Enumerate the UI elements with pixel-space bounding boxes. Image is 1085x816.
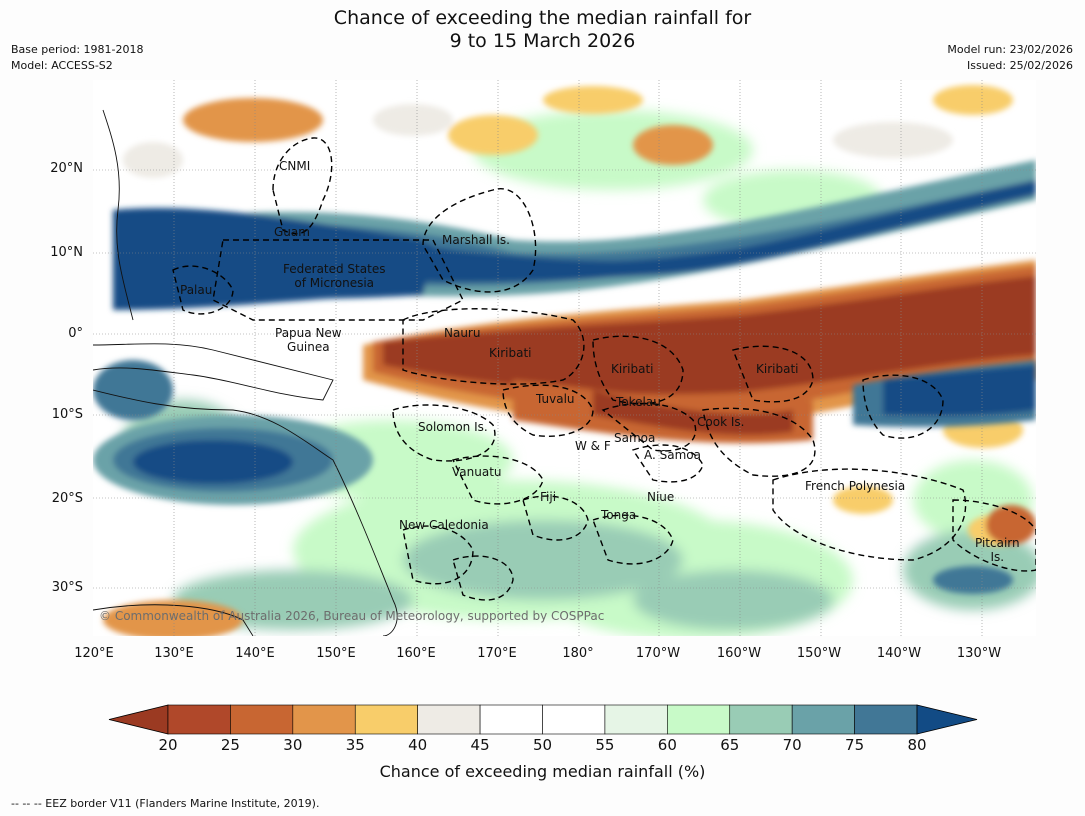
place-label: Papua New Guinea: [275, 326, 342, 354]
lon-label: 170°E: [477, 646, 517, 661]
colorbar-tick-label: 50: [532, 736, 553, 754]
colorbar-swatch: [167, 704, 231, 735]
place-label: Vanuatu: [452, 465, 502, 479]
model-run: Model run: 23/02/2026: [947, 43, 1073, 56]
title-line-2: 9 to 15 March 2026: [449, 30, 636, 52]
colorbar-swatch: [604, 704, 668, 735]
colorbar-tick-label: 25: [220, 736, 240, 754]
place-label: CNMI: [279, 159, 311, 173]
lon-label: 160°W: [716, 646, 762, 661]
lat-label: 20°N: [50, 161, 83, 176]
lon-label: 140°E: [235, 646, 275, 661]
colorbar-tick-label: 70: [782, 736, 802, 754]
eez-borders: [172, 137, 1036, 601]
base-period: Base period: 1981-2018: [11, 43, 144, 56]
place-label: Marshall Is.: [442, 233, 510, 247]
colorbar-swatch: [542, 704, 606, 735]
meta-right: Model run: 23/02/2026 Issued: 25/02/2026: [947, 42, 1073, 74]
place-label: Solomon Is.: [418, 420, 488, 434]
map-panel: CNMI Guam Marshall Is. Federated States …: [93, 80, 1036, 636]
place-label: Tuvalu: [536, 392, 575, 406]
lon-label: 130°W: [956, 646, 1002, 661]
lat-label: 20°S: [51, 491, 83, 506]
colorbar-tick-label: 30: [283, 736, 303, 754]
colorbar-tick-label: 80: [907, 736, 927, 754]
lat-label: 0°: [68, 326, 83, 341]
place-label: Kiribati: [756, 362, 799, 376]
colorbar-swatch: [791, 704, 855, 735]
place-label: Pitcairn Is.: [975, 536, 1020, 564]
colorbar-swatch: [729, 704, 793, 735]
place-label: Palau: [180, 283, 213, 297]
colorbar-tick-label: 20: [158, 736, 178, 754]
lon-label: 140°W: [876, 646, 922, 661]
place-label: Guam: [274, 225, 310, 239]
coral-sea-wet-patch: [93, 360, 1013, 594]
lat-label: 30°S: [51, 580, 83, 595]
colorbar-swatch: [417, 704, 481, 735]
lon-label: 160°E: [396, 646, 436, 661]
lon-label: 170°W: [635, 646, 681, 661]
east-wet-band: [853, 360, 1036, 428]
colorbar-swatch: [292, 704, 356, 735]
coastlines: [93, 109, 398, 636]
colorbar-swatch: [479, 704, 543, 735]
place-label: Kiribati: [489, 346, 532, 360]
colorbar-tick-label: 35: [345, 736, 365, 754]
place-label: Fiji: [540, 490, 557, 504]
colorbar-swatch: [230, 704, 294, 735]
place-label: Kiribati: [611, 362, 654, 376]
dry-patches: [103, 85, 1036, 636]
place-label: W & F: [575, 439, 611, 453]
model-name: Model: ACCESS-S2: [11, 59, 113, 72]
eez-footnote: -- -- -- EEZ border V11 (Flanders Marine…: [11, 797, 320, 810]
colorbar-tick-label: 60: [657, 736, 677, 754]
map-title: Chance of exceeding the median rainfall …: [0, 7, 1085, 53]
colorbar-swatch: [354, 704, 418, 735]
colorbar-extend-high: [916, 704, 978, 735]
place-label: French Polynesia: [805, 479, 906, 493]
place-label: Nauru: [444, 326, 481, 340]
place-label: Cook Is.: [697, 415, 745, 429]
place-label: Federated States of Micronesia: [283, 262, 386, 290]
lon-label: 130°E: [154, 646, 194, 661]
colorbar-tick-label: 40: [408, 736, 428, 754]
meta-left: Base period: 1981-2018 Model: ACCESS-S2: [11, 42, 143, 74]
title-line-1: Chance of exceeding the median rainfall …: [333, 7, 752, 29]
place-label: New Caledonia: [399, 518, 489, 532]
colorbar-title: Chance of exceeding median rainfall (%): [379, 762, 706, 781]
place-label: Samoa: [614, 431, 656, 445]
place-label: Niue: [647, 490, 675, 504]
place-label: A. Samoa: [644, 448, 701, 462]
lon-label: 180°: [562, 646, 594, 661]
north-wet-band: [113, 160, 1036, 310]
colorbar-tick-label: 75: [845, 736, 865, 754]
rainfall-map: [93, 80, 1036, 636]
lon-label: 150°W: [796, 646, 842, 661]
lon-label: 120°E: [74, 646, 114, 661]
lat-label: 10°N: [50, 245, 83, 260]
place-label: Tonga: [601, 508, 637, 522]
lon-label: 150°E: [316, 646, 356, 661]
colorbar-swatch: [854, 704, 918, 735]
colorbar-swatch: [667, 704, 731, 735]
place-label: Tokelau: [616, 395, 661, 409]
issued-date: Issued: 25/02/2026: [966, 59, 1073, 72]
colorbar-tick-label: 45: [470, 736, 490, 754]
colorbar-tick-label: 55: [595, 736, 615, 754]
colorbar-extend-low: [108, 704, 169, 735]
lat-label: 10°S: [51, 407, 83, 422]
copyright-notice: © Commonwealth of Australia 2026, Bureau…: [99, 609, 605, 623]
colorbar-tick-label: 65: [720, 736, 740, 754]
